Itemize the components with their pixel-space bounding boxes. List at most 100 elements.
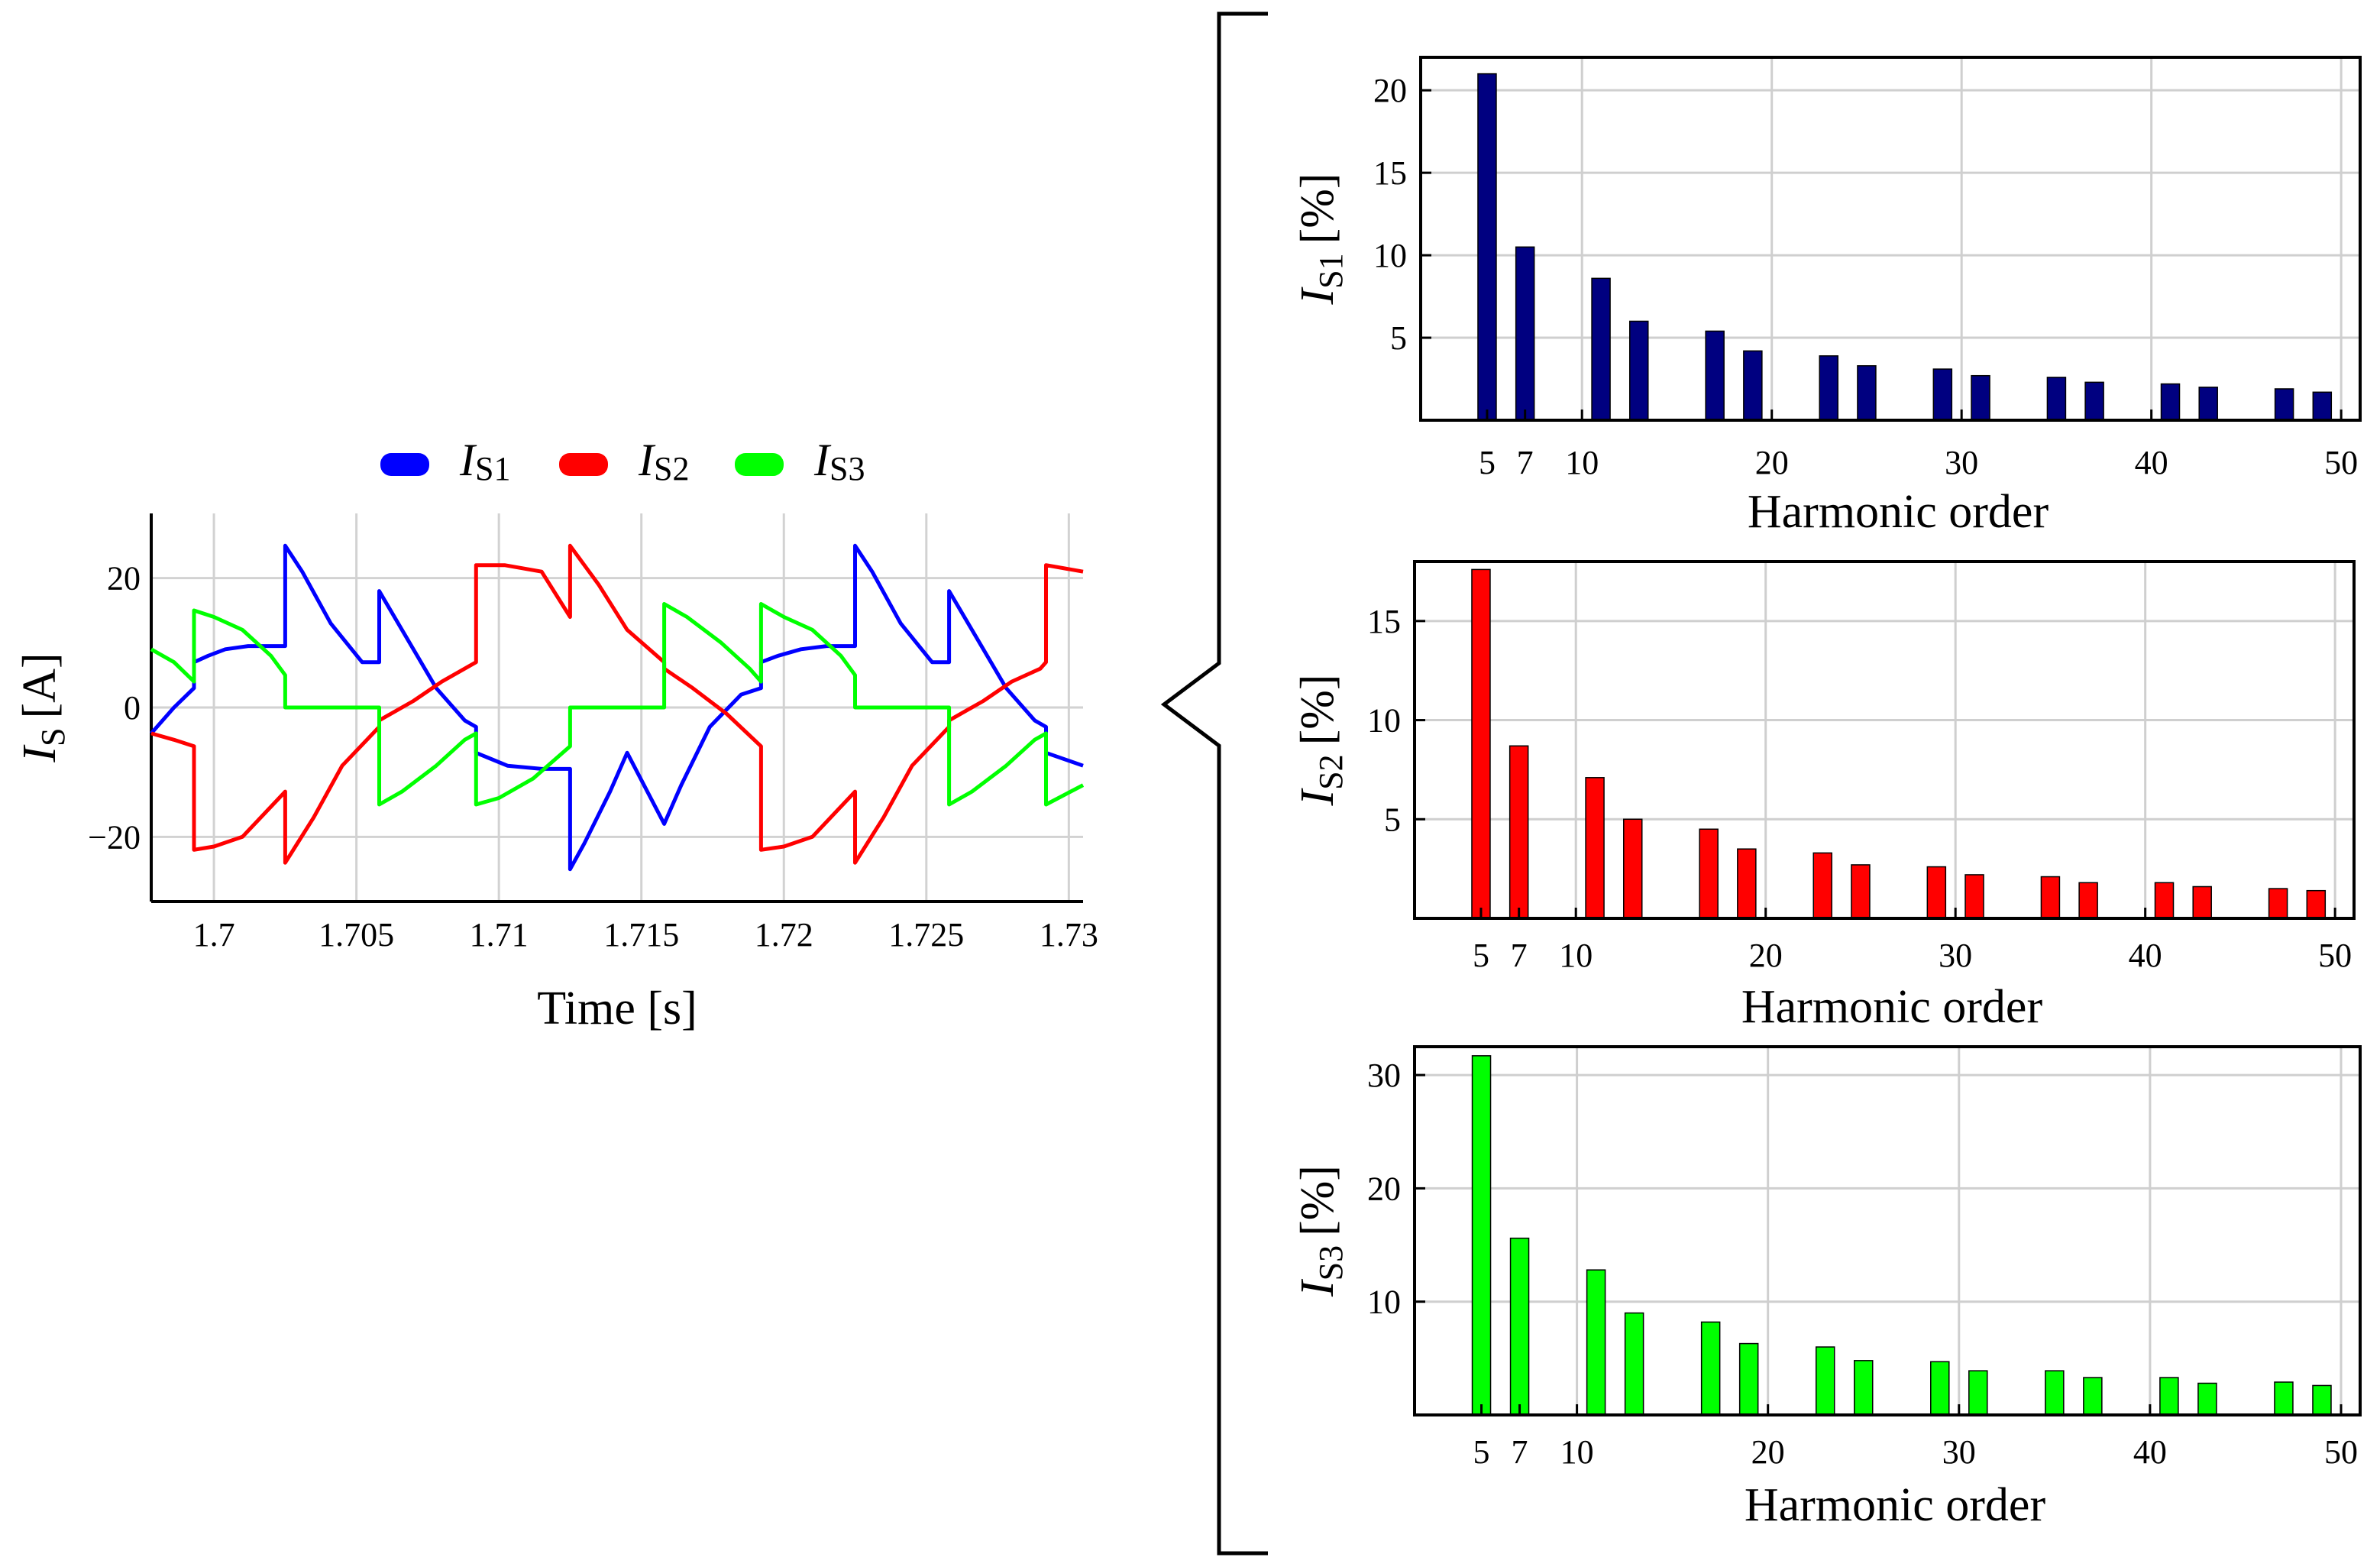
bar-h31 xyxy=(1964,874,1984,919)
plot-frame xyxy=(1413,1045,2362,1416)
y-axis-label-subscript: S3 xyxy=(1312,1245,1350,1280)
y-axis-label-unit: [A] xyxy=(14,652,66,718)
bar-h43 xyxy=(2197,1382,2217,1416)
bar-h37 xyxy=(2078,882,2098,919)
x-tick-label: 30 xyxy=(1945,444,1978,481)
legend-label-subscript: S3 xyxy=(829,450,865,487)
y-axis-label-symbol: I xyxy=(1292,1278,1344,1297)
y-axis-label: IS2 [%] xyxy=(1292,674,1350,806)
y-axis-label-unit: [%] xyxy=(1292,173,1344,244)
bar-h29 xyxy=(1926,866,1947,919)
x-tick-label: 10 xyxy=(1565,444,1599,481)
current-waveform-chart: IS1 IS2 IS3 1.7 1.705 1.71 1.715 1.72 1.725 1.73… xyxy=(14,435,1098,1034)
y-tick-label: 15 xyxy=(1367,603,1401,640)
x-tick-label: 40 xyxy=(2133,1433,2167,1471)
plot-area xyxy=(1415,1047,2360,1415)
bar-h41 xyxy=(2159,1377,2179,1416)
y-tick-label: 5 xyxy=(1384,801,1401,838)
bar-h35 xyxy=(2045,1370,2065,1416)
y-tick-label: 10 xyxy=(1367,702,1401,740)
y-axis-label: IS3 [%] xyxy=(1292,1165,1350,1297)
bar-h5 xyxy=(1477,73,1497,421)
bar-h7 xyxy=(1509,1237,1530,1416)
bar-h49 xyxy=(2312,391,2333,421)
x-tick-label: 20 xyxy=(1749,937,1783,974)
y-axis-label-subscript: S xyxy=(34,727,72,746)
x-tick-label: 1.7 xyxy=(193,916,235,953)
bar-h19 xyxy=(1737,848,1757,919)
bar-h7 xyxy=(1515,246,1535,421)
x-tick-label: 7 xyxy=(1517,444,1534,481)
bar-h13 xyxy=(1623,818,1643,919)
x-tick-label: 40 xyxy=(2135,444,2168,481)
bar-h13 xyxy=(1629,320,1649,421)
y-axis-label-subscript: S2 xyxy=(1312,754,1350,789)
legend-label-symbol: I xyxy=(459,435,477,485)
x-tick-label: 7 xyxy=(1512,1433,1528,1471)
bar-h37 xyxy=(2084,381,2104,421)
y-axis-label-symbol: I xyxy=(1292,788,1344,807)
bar-h13 xyxy=(1624,1312,1644,1416)
bar-h19 xyxy=(1743,350,1763,421)
y-axis-label: IS [A] xyxy=(14,652,72,762)
y-tick-label: 20 xyxy=(1367,1170,1401,1207)
bar-h23 xyxy=(1815,1346,1835,1416)
bar-h5 xyxy=(1471,568,1491,919)
x-tick-label: 20 xyxy=(1751,1433,1785,1471)
legend: IS1 IS2 IS3 xyxy=(380,435,865,487)
legend-label-subscript: S2 xyxy=(654,450,689,487)
bar-h17 xyxy=(1705,330,1725,421)
legend-label-symbol: I xyxy=(813,435,832,485)
x-tick-label: 30 xyxy=(1942,1433,1976,1471)
bar-h31 xyxy=(1968,1370,1988,1416)
plot-frame xyxy=(1413,560,2356,920)
y-axis-label-unit: [%] xyxy=(1292,674,1344,745)
bar-h7 xyxy=(1509,745,1529,919)
bar-h23 xyxy=(1812,852,1832,919)
x-tick-label: 50 xyxy=(2324,1433,2358,1471)
legend-label-subscript: S1 xyxy=(475,450,510,487)
bar-h35 xyxy=(2040,876,2061,919)
x-tick-label: 40 xyxy=(2129,937,2162,974)
bar-h23 xyxy=(1819,355,1838,421)
legend-label-symbol: I xyxy=(638,435,656,485)
series-line-s3 xyxy=(150,602,1085,807)
x-tick-label: 1.705 xyxy=(319,916,394,953)
legend-label-s1: IS1 xyxy=(459,435,510,487)
bar-h47 xyxy=(2274,1381,2294,1416)
legend-label-s3: IS3 xyxy=(813,435,865,487)
bar-h41 xyxy=(2160,383,2181,421)
x-tick-label: 1.73 xyxy=(1040,916,1098,953)
bar-h41 xyxy=(2154,882,2175,919)
legend-label-s2: IS2 xyxy=(638,435,689,487)
x-axis-label: Time [s] xyxy=(537,983,697,1034)
x-axis-label: Harmonic order xyxy=(1748,486,2049,538)
y-axis-label-symbol: I xyxy=(14,744,66,763)
x-tick-label: 50 xyxy=(2324,444,2358,481)
bar-h31 xyxy=(1971,374,1990,421)
bar-h17 xyxy=(1699,828,1719,919)
x-tick-label: 50 xyxy=(2318,937,2352,974)
x-tick-label: 5 xyxy=(1473,1433,1490,1471)
y-tick-label: 0 xyxy=(124,689,141,727)
bar-h43 xyxy=(2198,387,2218,421)
legend-swatch-s3 xyxy=(735,453,784,476)
plot-area xyxy=(1421,57,2360,420)
y-tick-label: 5 xyxy=(1390,319,1407,357)
y-tick-label: 10 xyxy=(1367,1284,1401,1321)
bar-h43 xyxy=(2192,885,2212,919)
x-axis-label: Harmonic order xyxy=(1745,1479,2046,1531)
x-tick-label: 1.72 xyxy=(755,916,813,953)
bar-h17 xyxy=(1700,1321,1721,1416)
bar-h49 xyxy=(2312,1384,2332,1416)
plot-frame xyxy=(1419,56,2362,422)
bar-h25 xyxy=(1851,864,1871,919)
bar-h5 xyxy=(1471,1055,1492,1416)
x-tick-label: 10 xyxy=(1560,1433,1594,1471)
x-tick-label: 5 xyxy=(1479,444,1496,481)
bar-h29 xyxy=(1932,368,1953,421)
x-tick-label: 30 xyxy=(1939,937,1972,974)
y-tick-label: 15 xyxy=(1373,154,1407,192)
